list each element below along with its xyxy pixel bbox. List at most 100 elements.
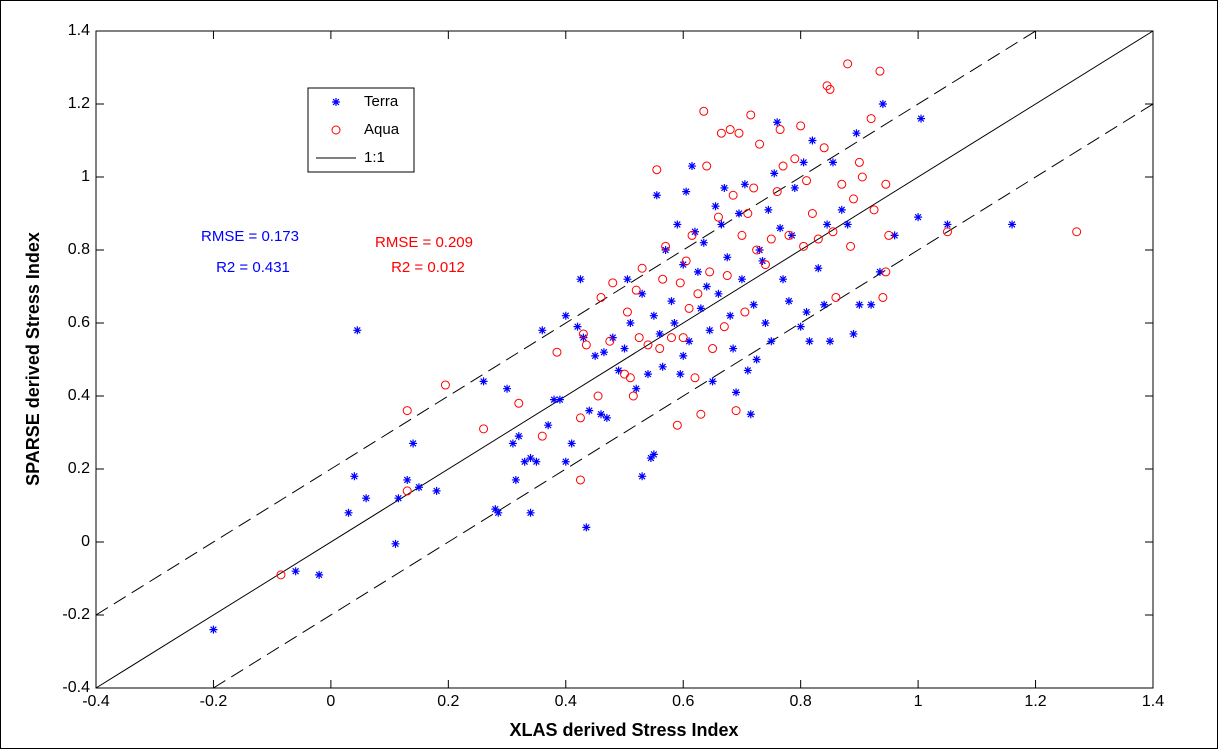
point — [725, 125, 735, 135]
reference-line — [95, 30, 1154, 689]
point — [402, 486, 412, 496]
point — [596, 292, 606, 302]
point — [652, 191, 661, 200]
point — [291, 567, 300, 576]
point — [576, 275, 585, 284]
point — [796, 322, 805, 331]
point — [761, 319, 770, 327]
point — [728, 190, 738, 200]
point — [699, 238, 708, 247]
point — [784, 230, 794, 240]
point — [550, 395, 559, 404]
annotation: RMSE = 0.209 — [375, 234, 473, 251]
point — [713, 212, 723, 222]
y-tick-label: 0.2 — [68, 460, 90, 477]
y-tick-label: 1 — [81, 168, 90, 185]
point — [690, 373, 700, 383]
point — [752, 245, 762, 255]
point — [544, 421, 553, 430]
point — [602, 413, 611, 422]
point — [820, 300, 829, 309]
point — [567, 439, 576, 448]
point — [673, 220, 682, 229]
point — [699, 106, 709, 116]
point — [826, 337, 835, 346]
point — [632, 384, 641, 393]
y-tick-label: 1.2 — [68, 95, 90, 112]
point — [687, 230, 697, 240]
point — [608, 278, 618, 288]
point — [628, 391, 638, 401]
point — [676, 370, 685, 379]
point — [813, 234, 823, 244]
y-tick-label: -0.2 — [62, 606, 90, 623]
point — [582, 523, 591, 532]
point — [746, 110, 756, 120]
point — [867, 300, 876, 309]
point — [790, 183, 799, 192]
point — [626, 319, 635, 327]
point — [743, 366, 752, 375]
point — [790, 154, 800, 164]
point — [655, 329, 664, 338]
point — [729, 344, 738, 353]
point — [402, 406, 412, 416]
point — [491, 505, 500, 514]
point — [770, 169, 779, 178]
point — [825, 84, 835, 94]
point — [802, 308, 811, 317]
point — [881, 267, 891, 277]
point — [675, 278, 685, 288]
point — [605, 336, 615, 346]
point — [696, 304, 705, 313]
x-tick-label: 0.4 — [555, 693, 577, 710]
point — [625, 373, 635, 383]
point — [403, 475, 412, 484]
point — [503, 384, 512, 393]
point — [837, 179, 847, 189]
point — [831, 292, 841, 302]
x-tick-label: 0.2 — [437, 693, 459, 710]
point — [717, 220, 726, 229]
point — [685, 337, 694, 346]
point — [719, 322, 729, 332]
legend-marker — [332, 98, 340, 106]
point — [532, 457, 541, 466]
point — [726, 311, 735, 320]
point — [740, 180, 749, 189]
point — [578, 329, 588, 339]
point — [737, 275, 746, 284]
point — [843, 59, 853, 69]
point — [805, 337, 814, 346]
point — [828, 158, 837, 167]
point — [807, 209, 817, 218]
point — [666, 333, 676, 343]
point — [391, 539, 400, 548]
point — [722, 271, 732, 281]
point — [814, 264, 823, 273]
point — [1008, 220, 1017, 229]
point — [634, 333, 644, 343]
point — [511, 475, 520, 484]
point — [620, 344, 629, 353]
point — [799, 158, 808, 167]
point — [652, 165, 662, 175]
point — [440, 380, 450, 390]
point — [854, 157, 864, 167]
point — [714, 289, 723, 298]
point — [508, 439, 517, 448]
point — [655, 344, 665, 354]
point — [819, 143, 829, 153]
point — [857, 172, 867, 182]
point — [878, 100, 887, 108]
x-tick-label: 1 — [914, 693, 923, 710]
point — [705, 326, 714, 335]
annotation: RMSE = 0.173 — [201, 228, 299, 245]
point — [409, 439, 418, 448]
point — [732, 388, 741, 397]
point — [778, 161, 788, 171]
point — [734, 128, 744, 138]
point — [555, 395, 564, 404]
point — [746, 410, 755, 419]
